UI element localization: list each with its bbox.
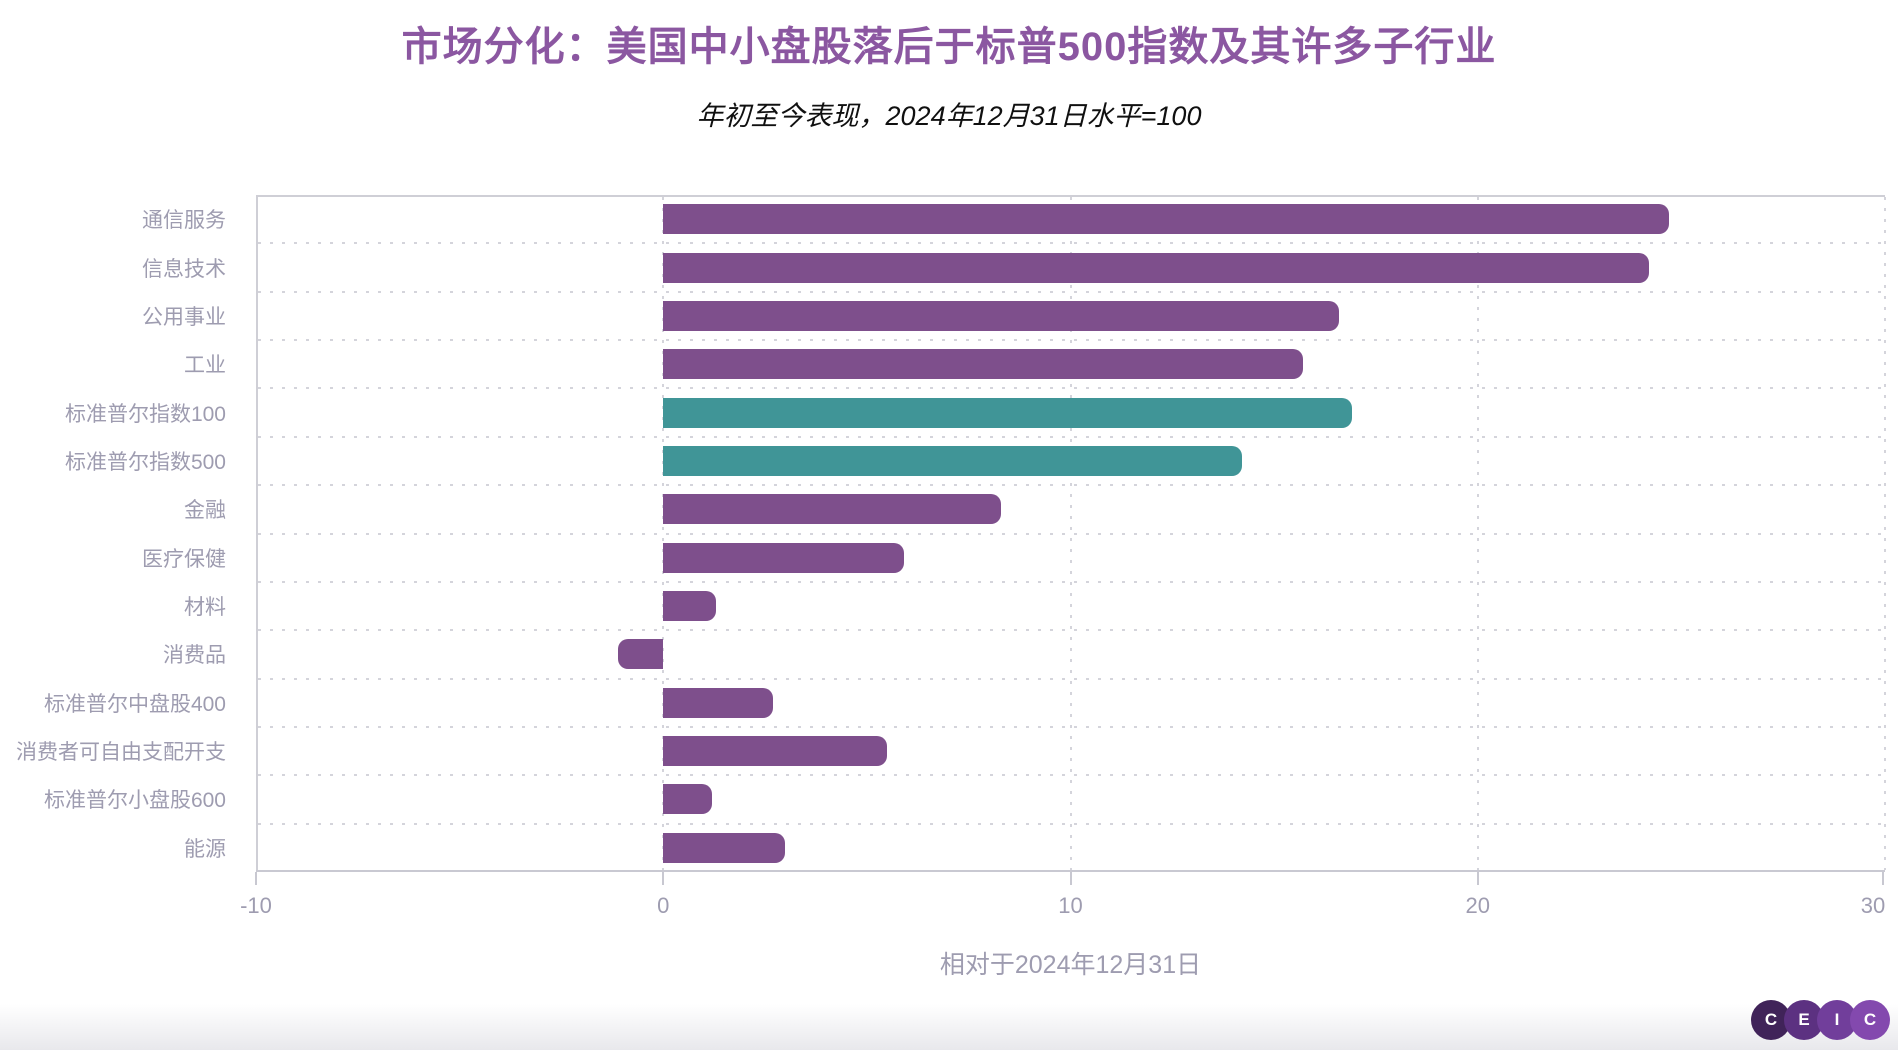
category-label: 公用事业 <box>142 305 226 329</box>
category-label: 消费品 <box>163 644 226 668</box>
vertical-gridline <box>1884 197 1886 870</box>
bar-1 <box>663 204 1670 235</box>
horizontal-gridline <box>258 290 1885 293</box>
bar-8 <box>663 542 904 573</box>
axis-tick-label: -10 <box>240 893 272 918</box>
axis-tick-label: 30 <box>1860 893 1886 918</box>
ceic-logo-circle: C <box>1850 1000 1890 1040</box>
category-label: 信息技术 <box>142 257 226 281</box>
category-label: 标准普尔指数500 <box>64 450 226 474</box>
bar-9 <box>663 591 717 622</box>
category-label: 医疗保健 <box>142 547 226 571</box>
axis-tick-label: 20 <box>1465 893 1490 918</box>
bar-12 <box>663 736 888 767</box>
category-label: 标准普尔指数100 <box>64 402 226 426</box>
plot-border-left <box>256 195 258 872</box>
horizontal-gridline <box>258 774 1885 777</box>
horizontal-gridline <box>258 822 1885 825</box>
horizontal-gridline <box>258 242 1885 245</box>
plot-border-top <box>256 195 1885 197</box>
category-label: 消费者可自由支配开支 <box>16 741 226 765</box>
category-label: 材料 <box>184 596 226 620</box>
axis-tick <box>1069 872 1072 885</box>
bar-2 <box>663 252 1649 283</box>
category-label: 工业 <box>184 354 226 378</box>
chart-title: 市场分化：美国中小盘股落后于标普500指数及其许多子行业 <box>401 25 1497 69</box>
category-label: 标准普尔中盘股400 <box>43 692 226 716</box>
category-label: 金融 <box>184 499 226 523</box>
bar-5 <box>663 397 1352 428</box>
bar-13 <box>663 784 713 815</box>
plot-area: -10 0 10 20 30 <box>240 195 1886 918</box>
axis-tick-label: 10 <box>1058 893 1083 918</box>
horizontal-gridline <box>258 532 1885 535</box>
axis-tick-label: 0 <box>657 893 670 918</box>
category-label: 标准普尔小盘股600 <box>43 789 226 813</box>
x-axis-title: 相对于2024年12月31日 <box>939 951 1202 979</box>
footer-gradient <box>0 1004 1898 1050</box>
horizontal-gridline <box>258 580 1885 583</box>
bar-6 <box>663 445 1242 476</box>
y-axis-labels: 通信服务信息技术公用事业工业标准普尔指数100 标准普尔指数500 金融医疗保健材料… <box>0 195 226 872</box>
horizontal-gridline <box>258 387 1885 390</box>
bar-3 <box>663 300 1340 331</box>
bar-4 <box>663 349 1303 380</box>
horizontal-gridline <box>258 677 1885 680</box>
category-label: 通信服务 <box>142 209 226 233</box>
horizontal-gridline <box>258 484 1885 487</box>
bar-14 <box>663 832 786 863</box>
bar-7 <box>663 494 1002 525</box>
axis-tick <box>1476 872 1479 885</box>
horizontal-gridline <box>258 435 1885 438</box>
bar-10 <box>618 639 664 670</box>
axis-tick <box>662 872 665 885</box>
axis-tick <box>1882 872 1884 885</box>
x-axis-line <box>256 870 1885 872</box>
horizontal-gridline <box>258 339 1885 342</box>
category-label: 能源 <box>184 837 226 861</box>
bar-11 <box>663 687 774 718</box>
horizontal-gridline <box>258 725 1885 728</box>
axis-tick <box>255 872 257 885</box>
horizontal-gridline <box>258 629 1885 632</box>
chart-subtitle: 年初至今表现，2024年12月31日水平=100 <box>696 101 1202 131</box>
